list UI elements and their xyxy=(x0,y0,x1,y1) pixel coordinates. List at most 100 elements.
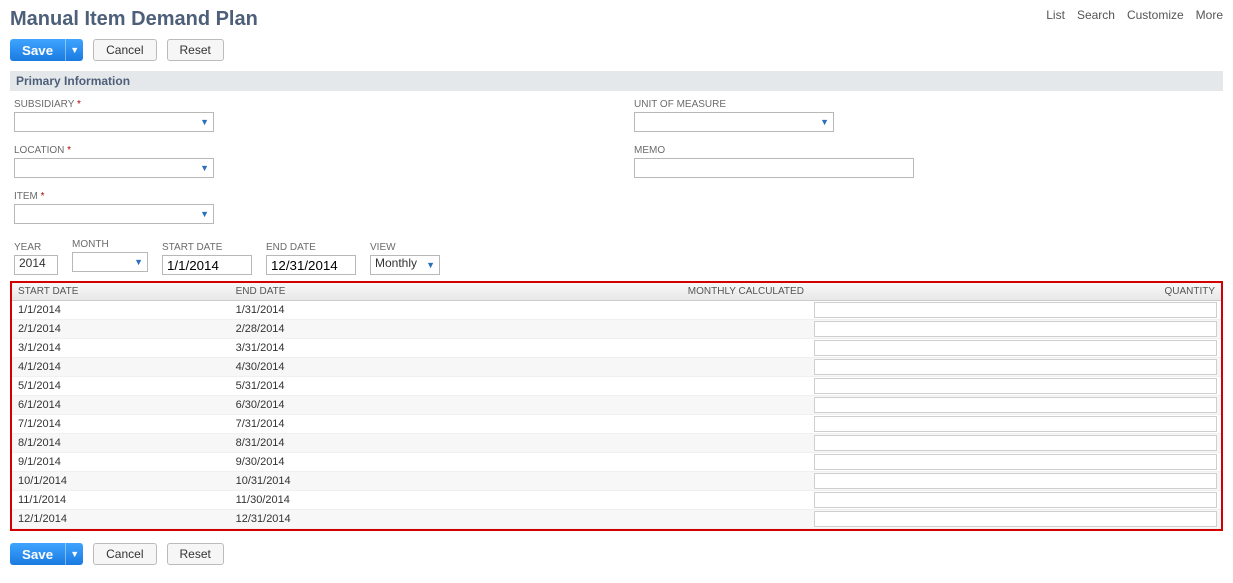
view-select[interactable]: Monthly ▼ xyxy=(370,255,440,275)
table-row[interactable]: 9/1/20149/30/2014 xyxy=(12,453,1221,472)
quantity-input[interactable] xyxy=(814,435,1217,451)
cell-end-date: 7/31/2014 xyxy=(230,415,641,434)
top-links: List Search Customize More xyxy=(1046,8,1223,22)
quantity-input[interactable] xyxy=(814,340,1217,356)
item-label: Item * xyxy=(14,191,214,202)
save-button[interactable]: Save xyxy=(10,39,65,61)
cell-start-date: 6/1/2014 xyxy=(12,396,230,415)
table-row[interactable]: 3/1/20143/31/2014 xyxy=(12,339,1221,358)
quantity-input[interactable] xyxy=(814,397,1217,413)
cell-quantity xyxy=(810,396,1221,415)
year-select[interactable]: 2014 xyxy=(14,255,58,275)
table-row[interactable]: 7/1/20147/31/2014 xyxy=(12,415,1221,434)
cell-end-date: 9/30/2014 xyxy=(230,453,641,472)
chevron-down-icon: ▼ xyxy=(426,260,435,270)
subsidiary-select[interactable]: ▼ xyxy=(14,112,214,132)
uom-select[interactable]: ▼ xyxy=(634,112,834,132)
cell-end-date: 5/31/2014 xyxy=(230,377,641,396)
cell-monthly-calculated xyxy=(641,301,810,320)
cell-end-date: 1/31/2014 xyxy=(230,301,641,320)
cell-end-date: 4/30/2014 xyxy=(230,358,641,377)
cell-quantity xyxy=(810,358,1221,377)
top-link-search[interactable]: Search xyxy=(1077,8,1115,22)
top-link-customize[interactable]: Customize xyxy=(1127,8,1184,22)
quantity-input[interactable] xyxy=(814,302,1217,318)
quantity-input[interactable] xyxy=(814,378,1217,394)
cell-monthly-calculated xyxy=(641,434,810,453)
enddate-input[interactable] xyxy=(266,255,356,275)
col-end-date[interactable]: End Date xyxy=(230,283,641,301)
table-row[interactable]: 2/1/20142/28/2014 xyxy=(12,320,1221,339)
month-select[interactable]: ▼ xyxy=(72,252,148,272)
cell-start-date: 9/1/2014 xyxy=(12,453,230,472)
cell-end-date: 11/30/2014 xyxy=(230,491,641,510)
cell-start-date: 4/1/2014 xyxy=(12,358,230,377)
month-label: Month xyxy=(72,239,148,250)
cell-end-date: 8/31/2014 xyxy=(230,434,641,453)
cell-end-date: 10/31/2014 xyxy=(230,472,641,491)
chevron-down-icon: ▼ xyxy=(200,163,209,173)
cell-quantity xyxy=(810,472,1221,491)
startdate-input[interactable] xyxy=(162,255,252,275)
subsidiary-label: Subsidiary * xyxy=(14,99,214,110)
table-row[interactable]: 5/1/20145/31/2014 xyxy=(12,377,1221,396)
item-select[interactable]: ▼ xyxy=(14,204,214,224)
quantity-input[interactable] xyxy=(814,359,1217,375)
cell-end-date: 6/30/2014 xyxy=(230,396,641,415)
cell-quantity xyxy=(810,510,1221,529)
cell-quantity xyxy=(810,377,1221,396)
cell-quantity xyxy=(810,320,1221,339)
save-dropdown-caret-bottom[interactable]: ▼ xyxy=(65,543,83,565)
cell-monthly-calculated xyxy=(641,339,810,358)
cell-start-date: 1/1/2014 xyxy=(12,301,230,320)
cell-start-date: 3/1/2014 xyxy=(12,339,230,358)
demand-grid-wrap: Start Date End Date Monthly Calculated Q… xyxy=(10,281,1223,531)
table-row[interactable]: 1/1/20141/31/2014 xyxy=(12,301,1221,320)
quantity-input[interactable] xyxy=(814,492,1217,508)
table-row[interactable]: 4/1/20144/30/2014 xyxy=(12,358,1221,377)
quantity-input[interactable] xyxy=(814,321,1217,337)
cell-start-date: 5/1/2014 xyxy=(12,377,230,396)
cancel-button-bottom[interactable]: Cancel xyxy=(93,543,156,565)
view-value: Monthly xyxy=(375,256,417,270)
cell-quantity xyxy=(810,434,1221,453)
save-button-bottom[interactable]: Save xyxy=(10,543,65,565)
cell-monthly-calculated xyxy=(641,415,810,434)
col-monthly-calculated[interactable]: Monthly Calculated xyxy=(641,283,810,301)
memo-input[interactable] xyxy=(634,158,914,178)
cell-monthly-calculated xyxy=(641,320,810,339)
quantity-input[interactable] xyxy=(814,473,1217,489)
save-dropdown-caret[interactable]: ▼ xyxy=(65,39,83,61)
quantity-input[interactable] xyxy=(814,511,1217,527)
cancel-button[interactable]: Cancel xyxy=(93,39,156,61)
top-link-more[interactable]: More xyxy=(1196,8,1223,22)
col-start-date[interactable]: Start Date xyxy=(12,283,230,301)
cell-monthly-calculated xyxy=(641,396,810,415)
cell-monthly-calculated xyxy=(641,510,810,529)
cell-monthly-calculated xyxy=(641,472,810,491)
cell-end-date: 12/31/2014 xyxy=(230,510,641,529)
cell-quantity xyxy=(810,415,1221,434)
cell-quantity xyxy=(810,491,1221,510)
enddate-label: End Date xyxy=(266,242,356,253)
table-row[interactable]: 12/1/201412/31/2014 xyxy=(12,510,1221,529)
uom-label: Unit of Measure xyxy=(634,99,914,110)
reset-button[interactable]: Reset xyxy=(167,39,224,61)
top-link-list[interactable]: List xyxy=(1046,8,1065,22)
quantity-input[interactable] xyxy=(814,454,1217,470)
col-quantity[interactable]: Quantity xyxy=(810,283,1221,301)
table-row[interactable]: 10/1/201410/31/2014 xyxy=(12,472,1221,491)
location-select[interactable]: ▼ xyxy=(14,158,214,178)
table-row[interactable]: 8/1/20148/31/2014 xyxy=(12,434,1221,453)
section-primary-header: Primary Information xyxy=(10,71,1223,91)
year-value: 2014 xyxy=(19,256,46,270)
table-row[interactable]: 6/1/20146/30/2014 xyxy=(12,396,1221,415)
table-row[interactable]: 11/1/201411/30/2014 xyxy=(12,491,1221,510)
chevron-down-icon: ▼ xyxy=(134,257,143,267)
cell-quantity xyxy=(810,453,1221,472)
reset-button-bottom[interactable]: Reset xyxy=(167,543,224,565)
demand-grid: Start Date End Date Monthly Calculated Q… xyxy=(12,283,1221,529)
page-title: Manual Item Demand Plan xyxy=(10,8,258,31)
cell-monthly-calculated xyxy=(641,453,810,472)
quantity-input[interactable] xyxy=(814,416,1217,432)
